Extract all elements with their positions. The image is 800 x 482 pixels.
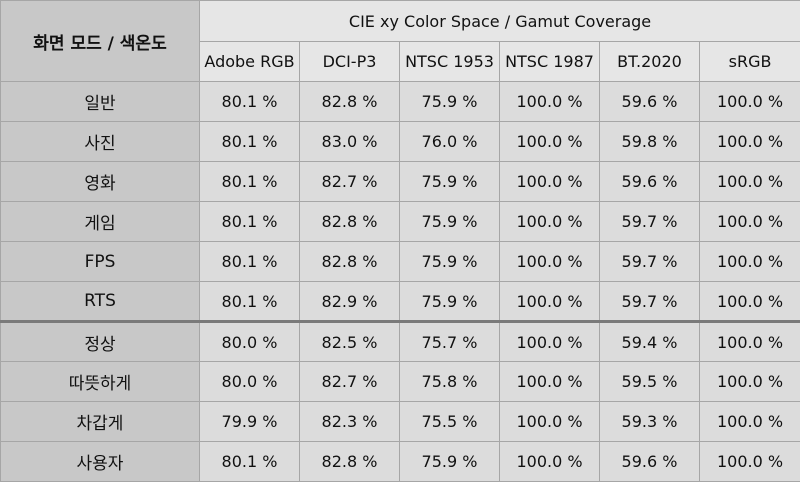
value-cell: 59.4 % (600, 322, 700, 362)
value-cell: 100.0 % (500, 82, 600, 122)
value-cell: 80.1 % (200, 242, 300, 282)
value-cell: 75.9 % (400, 202, 500, 242)
value-cell: 80.1 % (200, 82, 300, 122)
value-cell: 82.3 % (300, 402, 400, 442)
value-cell: 82.8 % (300, 242, 400, 282)
mode-cell: 정상 (1, 322, 200, 362)
value-cell: 59.7 % (600, 282, 700, 322)
value-cell: 59.3 % (600, 402, 700, 442)
value-cell: 80.1 % (200, 122, 300, 162)
column-header-adobe-rgb: Adobe RGB (200, 42, 300, 82)
value-cell: 76.0 % (400, 122, 500, 162)
value-cell: 100.0 % (500, 202, 600, 242)
value-cell: 82.8 % (300, 202, 400, 242)
value-cell: 82.8 % (300, 442, 400, 482)
value-cell: 59.7 % (600, 242, 700, 282)
mode-cell: 게임 (1, 202, 200, 242)
value-cell: 100.0 % (500, 242, 600, 282)
value-cell: 100.0 % (700, 202, 800, 242)
column-header-bt2020: BT.2020 (600, 42, 700, 82)
value-cell: 75.5 % (400, 402, 500, 442)
value-cell: 59.6 % (600, 82, 700, 122)
value-cell: 82.7 % (300, 162, 400, 202)
value-cell: 75.9 % (400, 442, 500, 482)
mode-cell: 따뜻하게 (1, 362, 200, 402)
value-cell: 100.0 % (700, 122, 800, 162)
value-cell: 79.9 % (200, 402, 300, 442)
value-cell: 80.0 % (200, 362, 300, 402)
column-header-ntsc-1987: NTSC 1987 (500, 42, 600, 82)
mode-cell: 사진 (1, 122, 200, 162)
mode-cell: 사용자 (1, 442, 200, 482)
value-cell: 75.8 % (400, 362, 500, 402)
value-cell: 59.8 % (600, 122, 700, 162)
value-cell: 59.6 % (600, 162, 700, 202)
value-cell: 100.0 % (500, 402, 600, 442)
column-header-srgb: sRGB (700, 42, 800, 82)
value-cell: 80.1 % (200, 162, 300, 202)
value-cell: 59.7 % (600, 202, 700, 242)
value-cell: 82.5 % (300, 322, 400, 362)
mode-cell: 차갑게 (1, 402, 200, 442)
value-cell: 100.0 % (700, 282, 800, 322)
column-header-ntsc-1953: NTSC 1953 (400, 42, 500, 82)
value-cell: 100.0 % (700, 402, 800, 442)
value-cell: 75.9 % (400, 282, 500, 322)
column-header-dci-p3: DCI-P3 (300, 42, 400, 82)
mode-cell: 영화 (1, 162, 200, 202)
value-cell: 75.9 % (400, 82, 500, 122)
value-cell: 80.1 % (200, 442, 300, 482)
value-cell: 100.0 % (500, 322, 600, 362)
value-cell: 100.0 % (700, 322, 800, 362)
mode-cell: FPS (1, 242, 200, 282)
value-cell: 59.5 % (600, 362, 700, 402)
value-cell: 100.0 % (700, 442, 800, 482)
value-cell: 75.7 % (400, 322, 500, 362)
value-cell: 83.0 % (300, 122, 400, 162)
value-cell: 100.0 % (700, 362, 800, 402)
value-cell: 100.0 % (500, 162, 600, 202)
value-cell: 59.6 % (600, 442, 700, 482)
mode-cell: 일반 (1, 82, 200, 122)
value-cell: 100.0 % (700, 162, 800, 202)
value-cell: 100.0 % (700, 82, 800, 122)
value-cell: 75.9 % (400, 162, 500, 202)
mode-cell: RTS (1, 282, 200, 322)
value-cell: 82.9 % (300, 282, 400, 322)
value-cell: 82.8 % (300, 82, 400, 122)
value-cell: 100.0 % (500, 282, 600, 322)
value-cell: 80.1 % (200, 282, 300, 322)
value-cell: 82.7 % (300, 362, 400, 402)
value-cell: 100.0 % (700, 242, 800, 282)
value-cell: 80.0 % (200, 322, 300, 362)
gamut-group-header: CIE xy Color Space / Gamut Coverage (200, 1, 800, 42)
value-cell: 100.0 % (500, 362, 600, 402)
value-cell: 100.0 % (500, 122, 600, 162)
value-cell: 75.9 % (400, 242, 500, 282)
mode-header: 화면 모드 / 색온도 (1, 1, 200, 82)
value-cell: 100.0 % (500, 442, 600, 482)
value-cell: 80.1 % (200, 202, 300, 242)
